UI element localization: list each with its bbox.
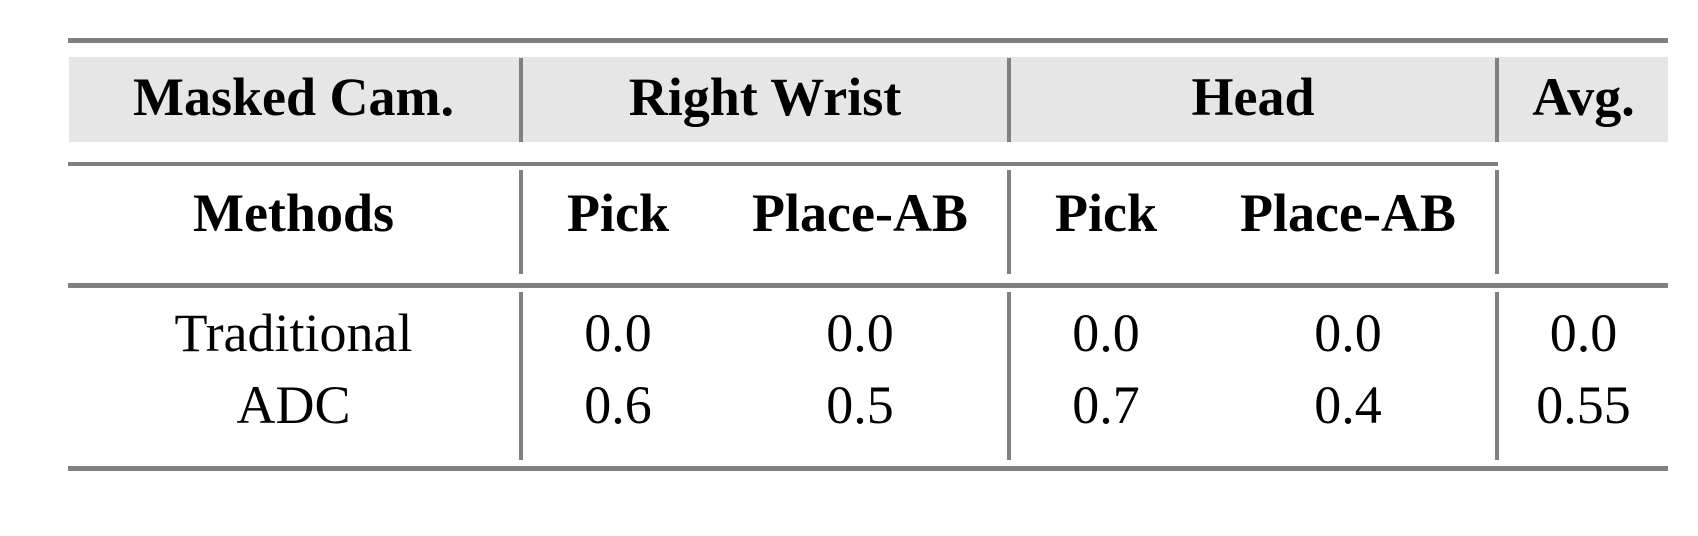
header-avg-sub-empty (1499, 186, 1668, 248)
column-divider-1-body (519, 292, 523, 460)
row-adc-head-pick: 0.7 (1072, 375, 1140, 435)
header-head: Head (1191, 67, 1315, 127)
header-body-separator (68, 283, 1668, 288)
column-divider-3-header-sub (1495, 170, 1499, 274)
column-divider-2-header-group (1007, 58, 1011, 142)
header-right-wrist-pick: Pick (567, 183, 669, 243)
row-adc-right-wrist-place-ab: 0.5 (826, 375, 894, 435)
row-traditional-right-wrist-place-ab: 0.0 (826, 303, 894, 363)
row-adc-right-wrist-pick: 0.6 (584, 375, 652, 435)
header-midrule (68, 162, 1498, 166)
header-shading-band (69, 57, 1668, 142)
table-top-rule (68, 38, 1668, 43)
column-divider-3-body (1495, 292, 1499, 460)
header-right-wrist-place-ab: Place-AB (752, 183, 968, 243)
results-table: Masked Cam. Right Wrist Head Avg. Method… (68, 38, 1668, 471)
header-right-wrist: Right Wrist (628, 67, 902, 127)
row-traditional-right-wrist-pick: 0.0 (584, 303, 652, 363)
row-traditional-head-place-ab: 0.0 (1314, 303, 1382, 363)
column-divider-3-header-group (1495, 58, 1499, 142)
column-divider-1-header-group (519, 58, 523, 142)
column-divider-2-body (1007, 292, 1011, 460)
column-divider-1-header-sub (519, 170, 523, 274)
row-traditional-avg: 0.0 (1549, 303, 1618, 363)
header-methods: Methods (193, 183, 394, 243)
header-masked-cam: Masked Cam. (133, 67, 454, 127)
row-traditional-method: Traditional (174, 303, 413, 363)
table-bottom-rule (68, 466, 1668, 471)
row-adc-method: ADC (236, 375, 351, 435)
row-adc-avg: 0.55 (1536, 375, 1631, 435)
header-head-pick: Pick (1055, 183, 1157, 243)
column-divider-2-header-sub (1007, 170, 1011, 274)
row-adc-head-place-ab: 0.4 (1314, 375, 1382, 435)
header-avg: Avg. (1532, 67, 1635, 127)
header-head-place-ab: Place-AB (1240, 183, 1456, 243)
row-traditional-head-pick: 0.0 (1072, 303, 1140, 363)
